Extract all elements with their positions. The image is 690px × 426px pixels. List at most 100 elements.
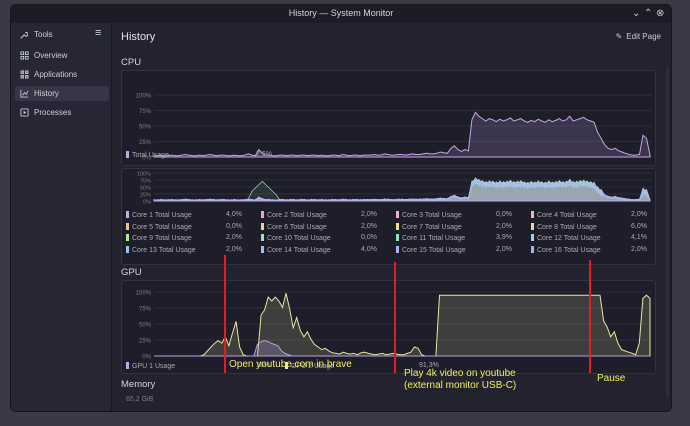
gpu-y-tick-label: 50% — [139, 323, 152, 329]
legend-swatch — [126, 245, 129, 253]
legend-label: Core 3 Total Usage — [402, 212, 462, 219]
memory-first-tick: 65,2 GiB — [126, 396, 154, 403]
cpu-y-tick-label: 0% — [142, 156, 151, 162]
history-icon — [20, 89, 29, 98]
core-legend-value: 2,0% — [226, 234, 242, 241]
legend-swatch — [261, 245, 264, 253]
legend-label: Core 7 Total Usage — [402, 223, 462, 231]
core-legend-item: Core 3 Total Usage — [396, 211, 462, 219]
core-legend-item: Core 12 Total Usage — [531, 234, 601, 242]
core-legend-value: 4,0% — [226, 211, 242, 218]
sidebar-item-applications[interactable]: Applications — [15, 67, 109, 82]
core-legend-value: 0,0% — [226, 222, 242, 230]
overview-icon — [20, 51, 29, 60]
processes-icon — [20, 108, 29, 117]
legend-swatch — [531, 211, 534, 218]
system-monitor-window: History — System Monitor ⌄ ⌃ ⊗ Tools ≡ O… — [10, 4, 672, 412]
core-legend-item: Core 9 Total Usage — [126, 234, 192, 242]
window-title: History — System Monitor — [288, 8, 394, 18]
gpu1-legend: GPU 1 Usage — [126, 362, 175, 370]
core-legend-value: 2,0% — [631, 211, 647, 218]
annotation-line-pause — [589, 260, 591, 373]
main-content: History ✎ Edit Page CPU 100% 75% 50% 25% 0% T… — [112, 23, 671, 411]
edit-page-label: Edit Page — [626, 32, 661, 41]
gpu-y-tick-label: 0% — [142, 355, 151, 361]
annotation-play-video: Play 4k video on youtube (external monit… — [404, 368, 517, 391]
legend-swatch — [126, 234, 129, 241]
core-legend-item: Core 13 Total Usage — [126, 245, 196, 254]
hamburger-menu-icon[interactable]: ≡ — [95, 27, 102, 39]
legend-swatch — [126, 222, 129, 230]
gpu2-legend: GPU 2 Usage — [285, 362, 334, 370]
core-legend-value: 2,0% — [496, 245, 512, 253]
core-y-tick-label: 25% — [140, 193, 151, 199]
legend-label: Core 10 Total Usage — [267, 235, 331, 242]
tools-label: Tools — [34, 30, 53, 39]
cpu-total-legend: Total Usage — [126, 151, 169, 159]
close-icon[interactable]: ⊗ — [656, 8, 665, 19]
cpu-total-value: 2,5% — [256, 151, 272, 158]
legend-swatch — [396, 222, 399, 230]
core-legend-value: 2,0% — [496, 222, 512, 230]
title-bar: History — System Monitor ⌄ ⌃ ⊗ — [11, 5, 671, 23]
sidebar-item-processes[interactable]: Processes — [15, 105, 109, 120]
legend-swatch — [285, 362, 288, 369]
legend-label: Core 2 Total Usage — [267, 212, 327, 219]
cpu-cores-panel: 100% 75% 50% 25% 0% Core 1 Total Usage 4,0% Co… — [121, 168, 656, 265]
pencil-icon: ✎ — [615, 32, 623, 41]
core-legend-item: Core 4 Total Usage — [531, 211, 597, 219]
core-usage-line — [153, 178, 651, 202]
annotation-line-play — [394, 262, 396, 373]
legend-swatch — [126, 151, 129, 158]
legend-label: Core 5 Total Usage — [132, 223, 192, 231]
core-y-tick-label: 100% — [137, 172, 151, 178]
annotation-pause: Pause — [597, 373, 626, 384]
legend-swatch — [126, 211, 129, 218]
core-legend-value: 6,0% — [631, 222, 647, 230]
core-legend-item: Core 5 Total Usage — [126, 222, 192, 231]
legend-label: Core 15 Total Usage — [402, 246, 466, 254]
legend-label: GPU 1 Usage — [132, 363, 176, 370]
core-legend-item: Core 16 Total Usage — [531, 245, 601, 254]
legend-label: Core 16 Total Usage — [537, 246, 601, 254]
tools-icon — [20, 32, 28, 39]
core-legend-value: 4,0% — [361, 245, 377, 253]
core-legend-value: 2,0% — [361, 211, 377, 218]
legend-label: Core 11 Total Usage — [402, 235, 466, 242]
legend-swatch — [261, 211, 264, 218]
legend-label: GPU 2 Usage — [291, 363, 335, 370]
sidebar-item-label: Overview — [34, 51, 68, 60]
applications-icon — [20, 70, 29, 79]
minimize-icon[interactable]: ⌄ — [632, 8, 641, 19]
core-legend-value: 4,1% — [631, 234, 647, 241]
legend-swatch — [261, 222, 264, 230]
gpu-y-tick-label: 25% — [139, 339, 152, 345]
core-legend-item: Core 6 Total Usage — [261, 222, 327, 231]
gpu1-value: 18% — [256, 362, 271, 369]
legend-label: Core 6 Total Usage — [267, 223, 327, 231]
cpu-cores-chart: 100%75%50%25%0% — [137, 172, 652, 206]
sidebar-item-label: Applications — [34, 70, 78, 79]
cpu-y-tick-label: 75% — [139, 109, 152, 115]
gpu2-value: 91,3% — [419, 362, 439, 369]
gpu2-area — [154, 293, 651, 357]
scrollbar[interactable] — [666, 67, 669, 397]
cpu-y-tick-label: 25% — [139, 140, 152, 146]
memory-section-label: Memory — [121, 379, 156, 390]
sidebar-item-label: History — [34, 89, 59, 98]
cpu-total-area — [153, 111, 651, 158]
maximize-icon[interactable]: ⌃ — [644, 8, 653, 19]
sidebar-item-overview[interactable]: Overview — [15, 48, 109, 63]
core-legend-value: 3,9% — [496, 234, 512, 241]
core-legend-value: 2,0% — [226, 245, 242, 253]
sidebar-item-history[interactable]: History — [15, 86, 109, 101]
legend-swatch — [531, 245, 534, 253]
legend-swatch — [531, 222, 534, 230]
core-legend-item: Core 15 Total Usage — [396, 245, 466, 254]
sidebar: Tools ≡ Overview Applications History Pr… — [11, 23, 112, 411]
legend-swatch — [396, 234, 399, 241]
core-y-tick-label: 75% — [140, 179, 151, 185]
legend-label: Core 12 Total Usage — [537, 235, 601, 242]
legend-swatch — [396, 211, 399, 218]
edit-page-button[interactable]: ✎ Edit Page — [616, 32, 661, 41]
